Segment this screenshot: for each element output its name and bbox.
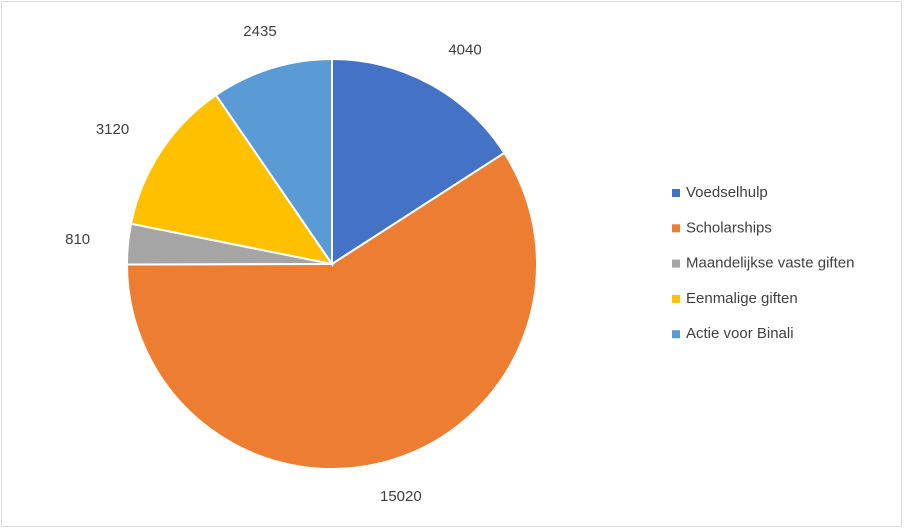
legend-swatch <box>672 294 680 303</box>
legend-swatch <box>672 224 680 233</box>
data-label: 3120 <box>96 121 129 138</box>
legend-label: Actie voor Binali <box>686 325 794 342</box>
legend-label: Voedselhulp <box>686 184 768 201</box>
legend-swatch <box>672 330 680 339</box>
data-label: 4040 <box>448 42 481 59</box>
legend-label: Maandelijkse vaste giften <box>686 255 854 272</box>
data-label: 2435 <box>243 23 276 40</box>
data-label: 15020 <box>380 488 422 505</box>
pie-slice <box>214 57 333 268</box>
legend-swatch <box>672 189 680 197</box>
legend-swatch <box>672 259 680 268</box>
legend-label: Eenmalige giften <box>686 290 798 307</box>
legend-label: Scholarships <box>686 219 772 236</box>
data-label: 810 <box>65 231 90 248</box>
pie-slice <box>125 151 538 470</box>
pie-slice <box>331 57 506 266</box>
pie-slice <box>129 93 335 266</box>
